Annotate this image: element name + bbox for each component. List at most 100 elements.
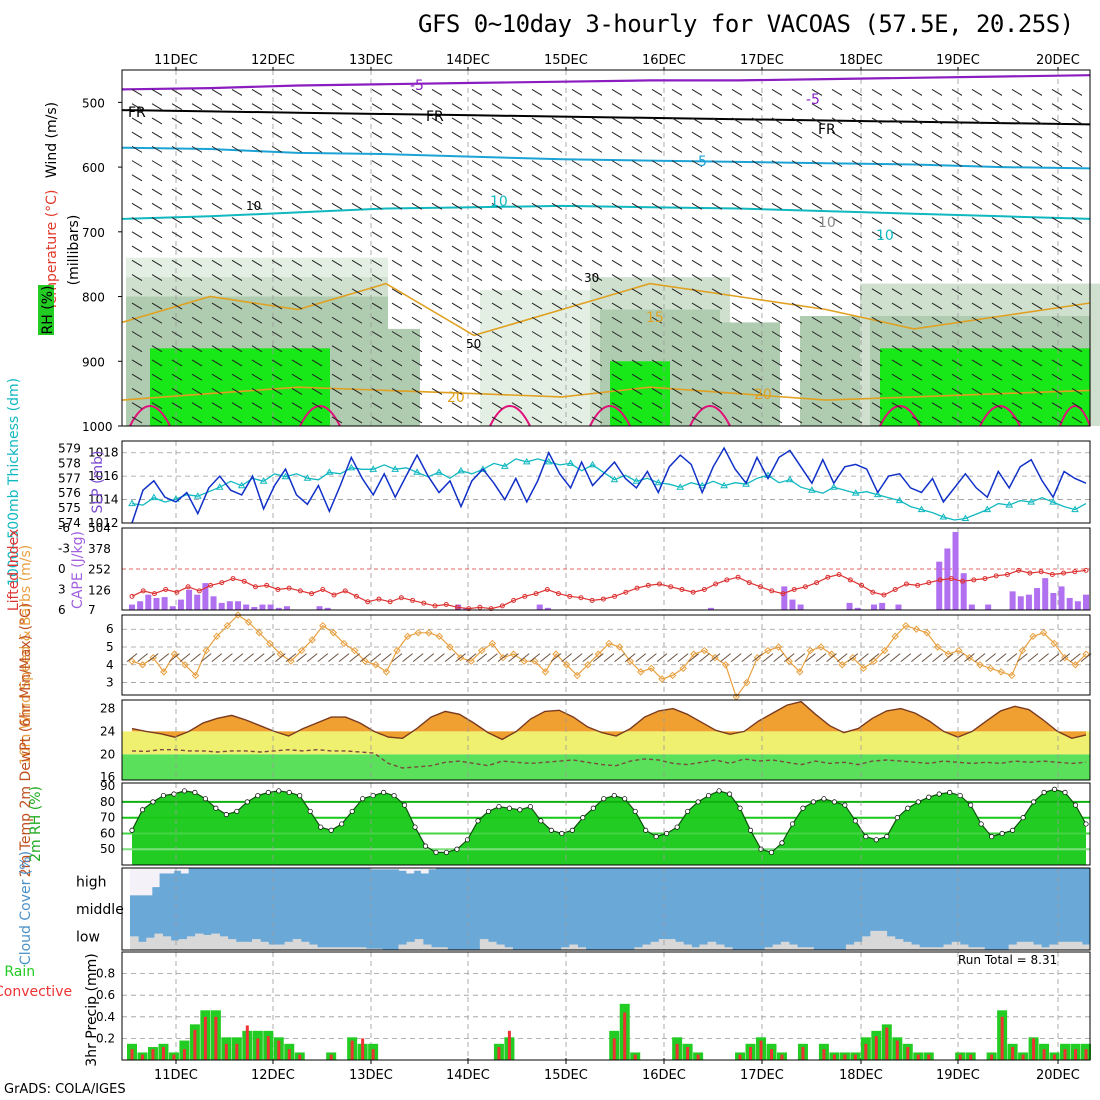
cloud-low-bar (894, 939, 904, 950)
cloud-low-bar (805, 947, 814, 950)
wind-barb (1031, 231, 1043, 239)
surface-wind-barb (688, 653, 700, 663)
rh-point (1010, 827, 1016, 833)
wind-barb (191, 331, 203, 338)
wind-barb (1051, 274, 1063, 281)
wind-barb (631, 331, 643, 338)
wind-barb (571, 288, 583, 296)
wind-barb (1031, 103, 1043, 111)
thickness-tick-label: 575 (58, 501, 81, 515)
cape-bar (259, 604, 266, 610)
lifted-index-point (870, 589, 876, 595)
wind-barb (571, 302, 583, 310)
wind-barb (891, 259, 903, 267)
surface-wind-barb (476, 653, 488, 663)
xsec-frame (121, 69, 1091, 427)
wind-speed-point (329, 629, 338, 637)
wind-barb (331, 302, 343, 310)
wind-barb (771, 359, 783, 367)
lifted-index-point (903, 581, 909, 587)
wind-barb (351, 217, 363, 225)
wind-barb (971, 145, 983, 153)
cape-bar (316, 606, 323, 610)
precip-convective-bar (1074, 1049, 1078, 1060)
wind-barb (1051, 316, 1063, 324)
cloud-high-bar (180, 868, 189, 874)
wind-barb (1051, 245, 1063, 253)
wind-barb (831, 202, 843, 210)
wind-barb (891, 160, 903, 168)
isotherm-label: 10 (876, 228, 894, 244)
surface-wind-barb (571, 653, 583, 663)
wind-barb (211, 231, 223, 239)
wind-barb (231, 174, 243, 182)
wind-barb (651, 88, 663, 96)
wind-barb (811, 359, 823, 367)
wind-barb (191, 103, 203, 111)
cloud-low-bar (1024, 941, 1034, 950)
wind-barb (631, 373, 643, 381)
date-tick-top: 16DEC (642, 53, 686, 68)
wind-barb (511, 231, 523, 239)
wind-barb (951, 288, 963, 296)
thickness-point (1071, 505, 1079, 513)
prec-frame (121, 951, 1091, 1061)
cape-bar (1058, 586, 1065, 610)
wind-barb (391, 131, 403, 139)
wind-barb (951, 117, 963, 125)
wind-barb (291, 316, 303, 324)
wind-barb (731, 316, 743, 324)
wind-barb (391, 416, 403, 424)
wind-barb (851, 302, 863, 310)
wind-barb (351, 103, 363, 111)
wind-barb (951, 259, 963, 267)
wind-barb (471, 359, 483, 367)
wind-barb (531, 402, 543, 410)
wind-barb (311, 145, 323, 153)
cloud-low-bar (130, 936, 139, 950)
wind-barb (451, 160, 463, 168)
wind-barb (631, 288, 643, 296)
wind-barb (671, 145, 683, 153)
wind-speed-point (255, 629, 263, 637)
wind-barb (371, 217, 383, 225)
rh-point (171, 791, 177, 797)
lifted-tick-label: 6 (58, 603, 66, 617)
wind-barb (631, 103, 643, 111)
surface-wind-barb (921, 653, 933, 663)
surface-wind-barb (805, 653, 816, 663)
wind-barb (1031, 259, 1043, 267)
wind-barb (731, 359, 743, 367)
wind-barb (391, 117, 403, 125)
wind-barb (851, 131, 863, 139)
wind-barb (1011, 174, 1023, 182)
wind-barb (851, 288, 863, 296)
wind-barb (491, 331, 503, 338)
cloud-level-label: high (76, 875, 107, 891)
wind-speed-point (425, 629, 433, 637)
thickness-point (500, 462, 509, 469)
wind-barb (851, 388, 863, 395)
wind-barb (651, 302, 663, 310)
wind-barb (411, 288, 423, 296)
isotherm-1 (121, 109, 1091, 126)
wind-barb (591, 160, 603, 168)
wind-barb (731, 345, 743, 353)
wind-barb (671, 345, 683, 353)
wind-barb (671, 231, 683, 239)
wind-barb (531, 316, 543, 324)
temp-band-yellow (122, 731, 1090, 755)
lifted-index-point (802, 584, 808, 590)
wind-barb (591, 345, 603, 353)
wind-barb (791, 359, 803, 367)
wind-barb (411, 316, 423, 324)
rh-point (968, 802, 974, 808)
precip-convective-bar (287, 1049, 291, 1060)
wind-barb (931, 202, 943, 210)
wind-barb (311, 288, 323, 296)
wind-barb (691, 145, 703, 153)
lifted-index-point (1061, 570, 1067, 576)
thickness-tick-label: 577 (58, 471, 81, 485)
cloud-low-bar (878, 930, 888, 950)
thickness-point (369, 465, 378, 472)
